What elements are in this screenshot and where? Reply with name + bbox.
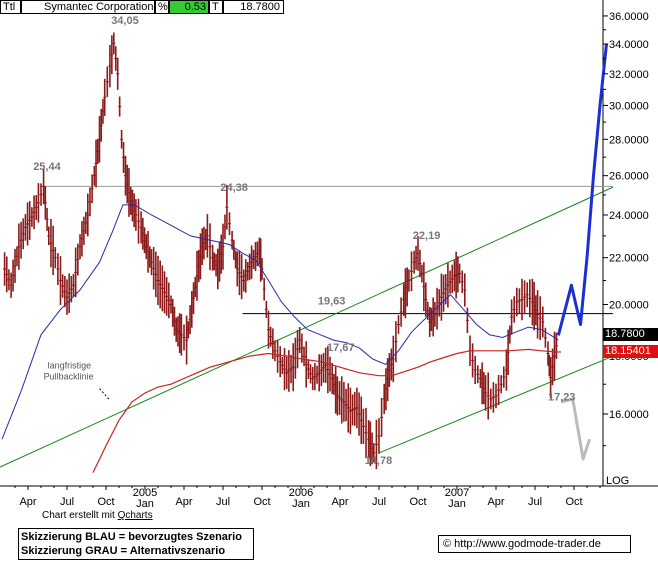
pct-change-field: 0.53 (169, 0, 209, 14)
legend-gray-text: Skizzierung GRAU = Alternativszenario (21, 545, 226, 557)
y-tick-label: 22.0000 (609, 253, 649, 265)
x-tick-label: Jan (136, 498, 154, 510)
last-price-field: 18.7800 (223, 0, 284, 14)
ma-value-badge-label: 18.15401 (605, 345, 651, 357)
y-axis: 16.000018.000020.000022.000024.000026.00… (603, 11, 649, 487)
price-bars (3, 32, 558, 470)
x-tick-label: Jul (528, 496, 542, 508)
company-name: Symantec Corporation (44, 1, 154, 13)
x-tick-label: Apr (19, 496, 36, 508)
last-price-badge-label: 18.7800 (605, 328, 645, 340)
x-year-label: 2007 (445, 487, 469, 499)
y-tick-label: 36.0000 (609, 11, 649, 23)
plot-frame (0, 0, 658, 487)
moving-averages (1, 204, 562, 473)
x-tick-label: Apr (487, 496, 504, 508)
x-tick-label: Apr (175, 496, 192, 508)
scenario-blue-path (556, 43, 608, 336)
copyright-icon: © (443, 538, 452, 550)
last-price-badge: 18.7800 (603, 328, 658, 341)
t-symbol-field: T (209, 0, 223, 14)
x-tick-label: Jan (448, 498, 466, 510)
y-tick-label: 32.0000 (609, 69, 649, 81)
price-annotation: 17,23 (548, 391, 576, 403)
pct-symbol: % (158, 1, 168, 13)
symbol-label: Ttl (3, 1, 16, 13)
chart-credit: Chart erstellt mit Qcharts (42, 510, 153, 521)
price-annotation: 22,19 (413, 230, 441, 242)
t-symbol: T (212, 1, 219, 13)
price-annotation: 25,44 (33, 161, 61, 173)
y-tick-label: 30.0000 (609, 100, 649, 112)
x-tick-label: Oct (97, 496, 114, 508)
x-tick-label: Jul (60, 496, 74, 508)
x-tick-label: Oct (253, 496, 270, 508)
price-annotation: 34,05 (111, 15, 139, 27)
x-tick-label: Jul (372, 496, 386, 508)
y-tick-label: 20.0000 (609, 299, 649, 311)
price-annotation: 24,38 (220, 182, 248, 194)
ma-blue-line (1, 204, 559, 440)
note-pointer (99, 388, 111, 401)
source-url-box[interactable]: © http://www.godmode-trader.de (438, 535, 631, 553)
x-tick-label: Jul (216, 496, 230, 508)
x-tick-label: Jan (292, 498, 310, 510)
scenario-gray-path (560, 397, 592, 461)
ma-red-line (92, 348, 562, 473)
ma-value-badge: 18.15401 (603, 345, 658, 358)
pct-symbol-field: % (155, 0, 169, 14)
y-tick-label: 24.0000 (609, 210, 649, 222)
trend-line (0, 186, 614, 468)
y-tick-label: 34.0000 (609, 39, 649, 51)
credit-prefix: Chart erstellt mit (42, 510, 118, 521)
x-year-label: 2005 (133, 487, 157, 499)
company-name-field: Symantec Corporation (21, 0, 155, 14)
price-annotations: 34,05 25,44 24,38 22,19 19,63 17,67 17,23 14,78… (33, 15, 575, 467)
last-price-value: 18.7800 (240, 1, 280, 13)
price-annotation: 14,78 (365, 455, 393, 467)
note-text: Pullbacklinie (44, 372, 94, 382)
legend-blue-text: Skizzierung BLAU = bevorzugtes Szenario (21, 531, 242, 543)
symbol-field[interactable]: Ttl (0, 0, 21, 14)
x-tick-label: Oct (565, 496, 582, 508)
source-url[interactable]: http://www.godmode-trader.de (454, 538, 601, 550)
x-year-label: 2006 (289, 487, 313, 499)
y-tick-label: 26.0000 (609, 171, 649, 183)
note-text: langfristige (48, 361, 92, 371)
pct-change-value: 0.53 (184, 1, 206, 13)
x-tick-label: Apr (331, 496, 348, 508)
x-tick-label: Oct (409, 496, 426, 508)
credit-tool-link[interactable]: Qcharts (117, 510, 153, 521)
scenario-sketches (556, 43, 608, 461)
price-annotation: 19,63 (318, 295, 346, 307)
plot-area (0, 14, 603, 486)
y-tick-label: 28.0000 (609, 134, 649, 146)
price-annotation: 17,67 (327, 342, 355, 354)
log-scale-label: LOG (606, 475, 629, 487)
y-tick-label: 16.0000 (609, 409, 649, 421)
scenario-legend: Skizzierung BLAU = bevorzugtes Szenario … (18, 528, 254, 560)
